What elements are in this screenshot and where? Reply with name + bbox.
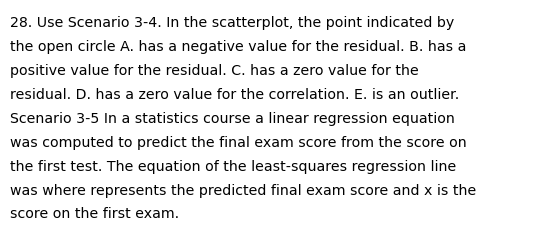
- Text: the first test. The equation of the least-squares regression line: the first test. The equation of the leas…: [10, 159, 456, 173]
- Text: the open circle A. has a negative value for the residual. B. has a: the open circle A. has a negative value …: [10, 40, 466, 54]
- Text: Scenario 3-5 In a statistics course a linear regression equation: Scenario 3-5 In a statistics course a li…: [10, 111, 455, 125]
- Text: was computed to predict the final exam score from the score on: was computed to predict the final exam s…: [10, 135, 467, 149]
- Text: 28. Use Scenario 3-4. In the scatterplot, the point indicated by: 28. Use Scenario 3-4. In the scatterplot…: [10, 16, 454, 30]
- Text: score on the first exam.: score on the first exam.: [10, 207, 179, 221]
- Text: positive value for the residual. C. has a zero value for the: positive value for the residual. C. has …: [10, 64, 419, 78]
- Text: residual. D. has a zero value for the correlation. E. is an outlier.: residual. D. has a zero value for the co…: [10, 87, 459, 101]
- Text: was where represents the predicted final exam score and x is the: was where represents the predicted final…: [10, 183, 477, 197]
